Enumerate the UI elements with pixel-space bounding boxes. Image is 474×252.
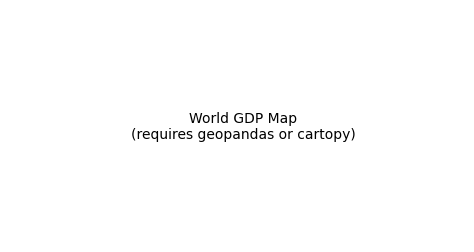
Text: World GDP Map
(requires geopandas or cartopy): World GDP Map (requires geopandas or car… — [130, 112, 356, 142]
